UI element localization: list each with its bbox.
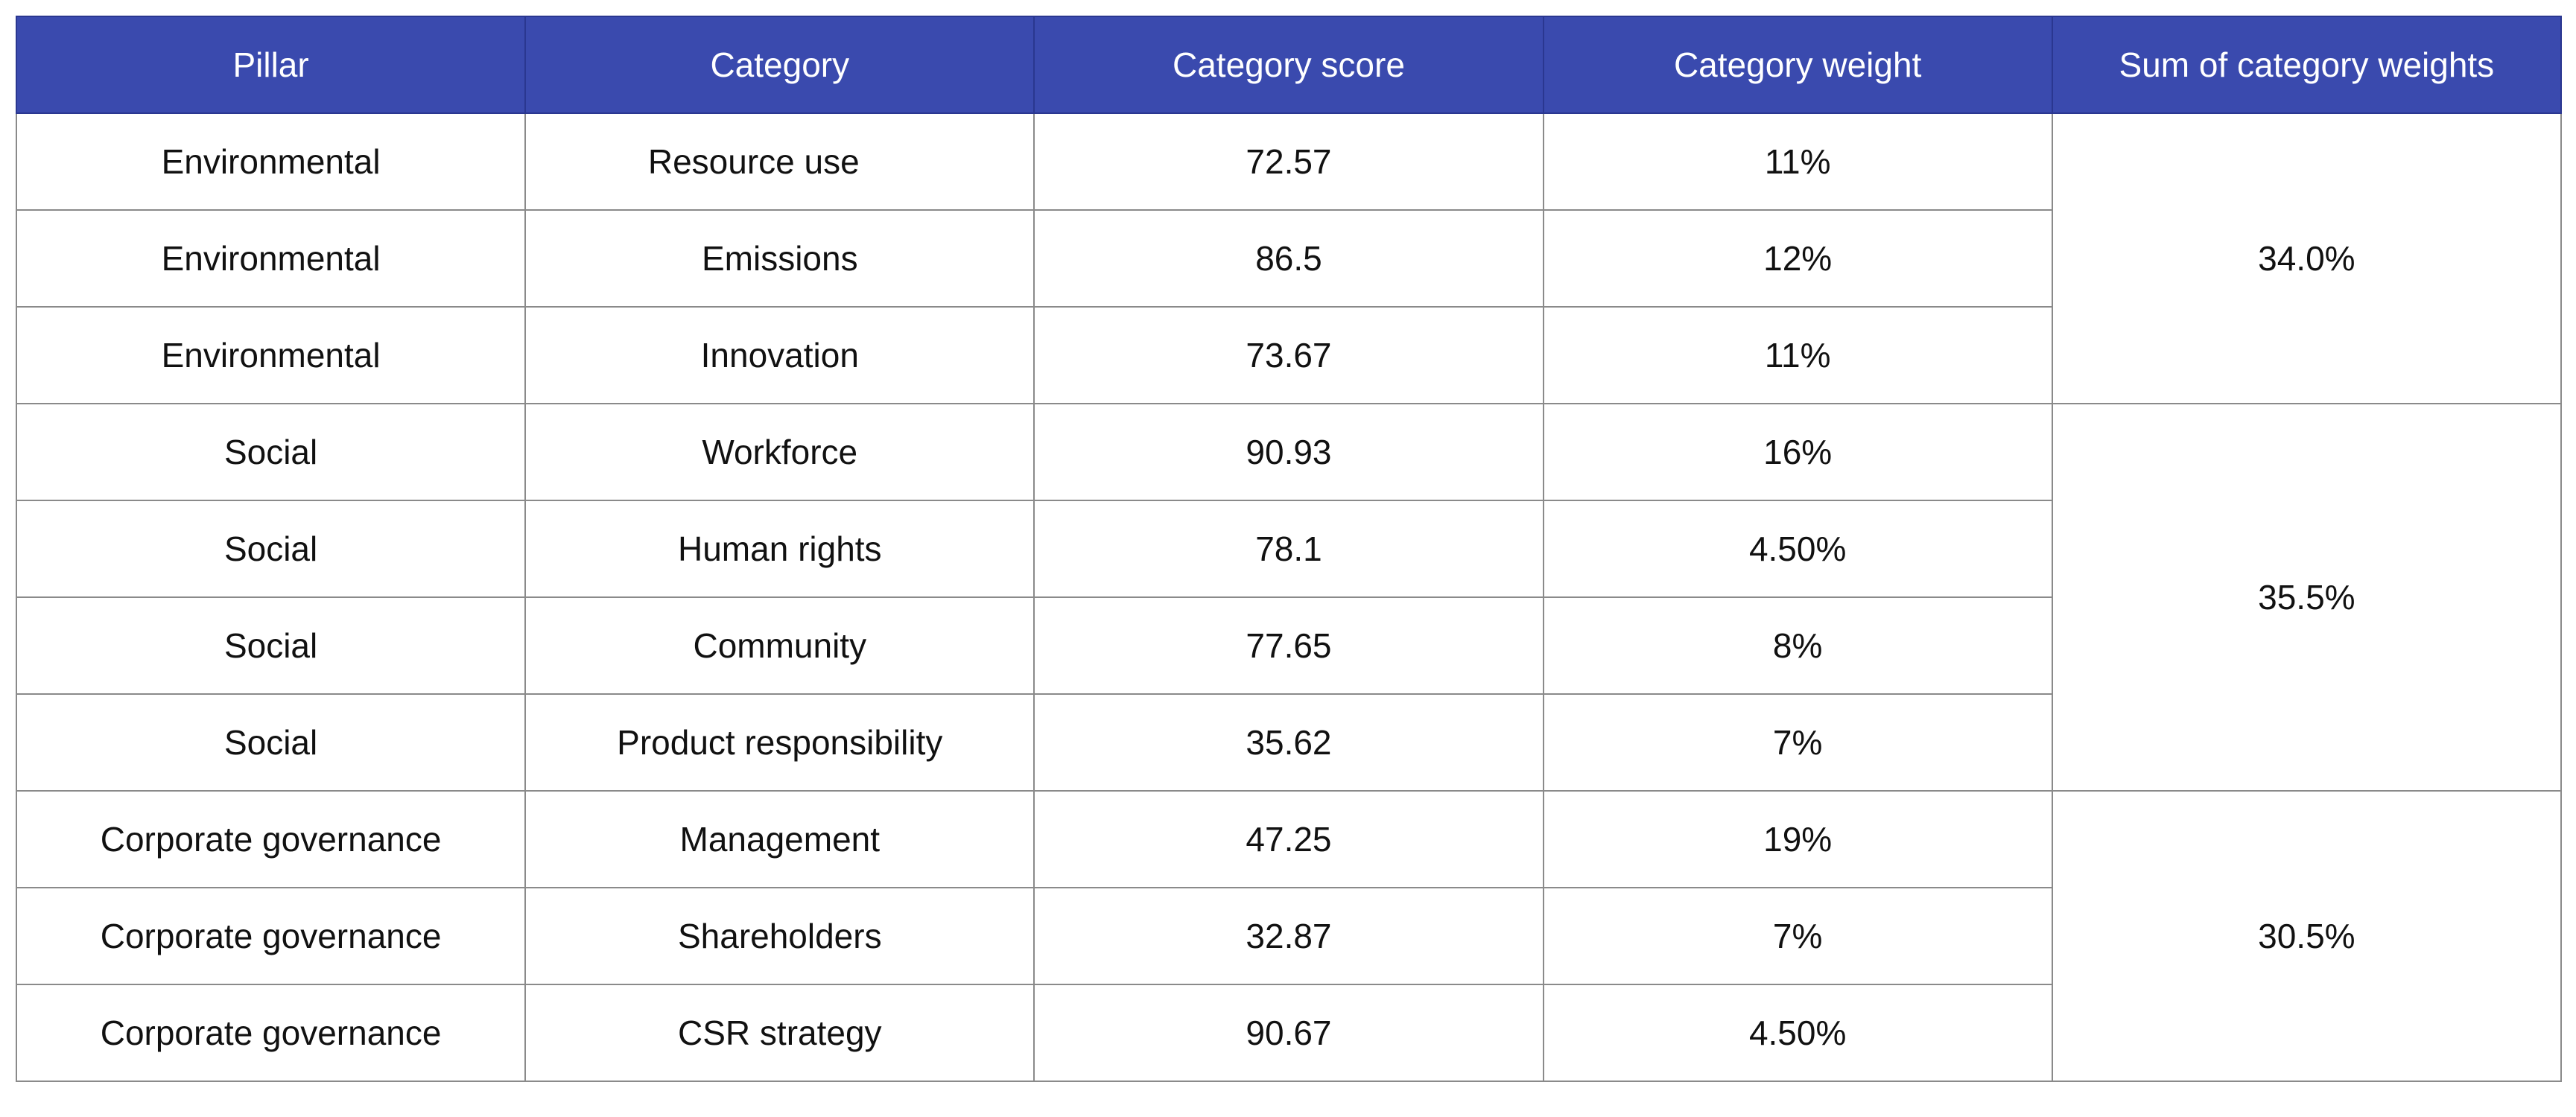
cell-category: Management [524,790,1035,888]
cell-score: 86.5 [1033,209,1544,308]
header-sum-of-weights: Sum of category weights [2051,16,2562,114]
table-row: Social Community 77.65 8% [15,596,2561,695]
cell-weight: 12% [1542,209,2053,308]
header-category-score: Category score [1033,16,1544,114]
table-body: Environmental Resource use 72.57 11% 34.… [15,112,2562,1082]
cell-pillar: Social [15,500,527,598]
cell-pillar: Social [15,693,527,792]
cell-score: 35.62 [1033,693,1544,792]
table-row: Social Workforce 90.93 16% 35.5% [15,403,2562,792]
esg-table-container: Pillar Category Category score Category … [15,16,2562,1082]
cell-weight: 4.50% [1542,500,2053,598]
cell-sum-environmental: 34.0% [2051,112,2562,404]
cell-score: 90.93 [1033,403,1544,501]
cell-sum-social: 35.5% [2051,403,2562,792]
table-header: Pillar Category Category score Category … [15,16,2562,114]
table-row: Environmental Emissions 86.5 12% [15,209,2561,308]
cell-score: 77.65 [1033,596,1544,695]
table-row: Environmental Resource use 72.57 11% 34.… [15,112,2562,404]
cell-weight: 7% [1542,693,2053,792]
cell-weight: 11% [1542,306,2053,404]
table-row: Environmental Innovation 73.67 11% [15,306,2561,404]
cell-score: 73.67 [1033,306,1544,404]
cell-weight: 4.50% [1542,984,2053,1082]
cell-score: 32.87 [1033,887,1544,985]
cell-pillar: Corporate governance [15,790,527,888]
cell-pillar: Social [15,596,527,695]
cell-score: 72.57 [1033,112,1544,211]
cell-category: Innovation [524,306,1035,404]
cell-sum-governance: 30.5% [2051,790,2562,1082]
cell-category: Workforce [524,403,1035,501]
header-category: Category [524,16,1035,114]
header-pillar: Pillar [15,16,527,114]
cell-category: Community [524,596,1035,695]
cell-score: 90.67 [1033,984,1544,1082]
cell-weight: 11% [1542,112,2053,211]
cell-pillar: Corporate governance [15,984,527,1082]
cell-weight: 7% [1542,887,2053,985]
cell-category: CSR strategy [524,984,1035,1082]
header-row: Pillar Category Category score Category … [15,16,2562,114]
cell-category: Resource use [524,112,1035,211]
table-row: Corporate governance Shareholders 32.87 … [15,887,2561,985]
cell-pillar: Environmental [15,112,527,211]
cell-score: 78.1 [1033,500,1544,598]
cell-pillar: Social [15,403,527,501]
table-row: Social Product responsibility 35.62 7% [15,693,2561,792]
cell-weight: 19% [1542,790,2053,888]
cell-score: 47.25 [1033,790,1544,888]
cell-category: Shareholders [524,887,1035,985]
cell-weight: 8% [1542,596,2053,695]
table-row: Corporate governance Management 47.25 19… [15,790,2562,1082]
cell-pillar: Environmental [15,306,527,404]
table-row: Corporate governance CSR strategy 90.67 … [15,984,2561,1082]
header-category-weight: Category weight [1542,16,2053,114]
cell-category: Emissions [524,209,1035,308]
table-row: Social Human rights 78.1 4.50% [15,500,2561,598]
esg-weights-table: Pillar Category Category score Category … [15,16,2562,1082]
cell-weight: 16% [1542,403,2053,501]
cell-category: Product responsibility [524,693,1035,792]
cell-pillar: Environmental [15,209,527,308]
cell-category: Human rights [524,500,1035,598]
cell-pillar: Corporate governance [15,887,527,985]
